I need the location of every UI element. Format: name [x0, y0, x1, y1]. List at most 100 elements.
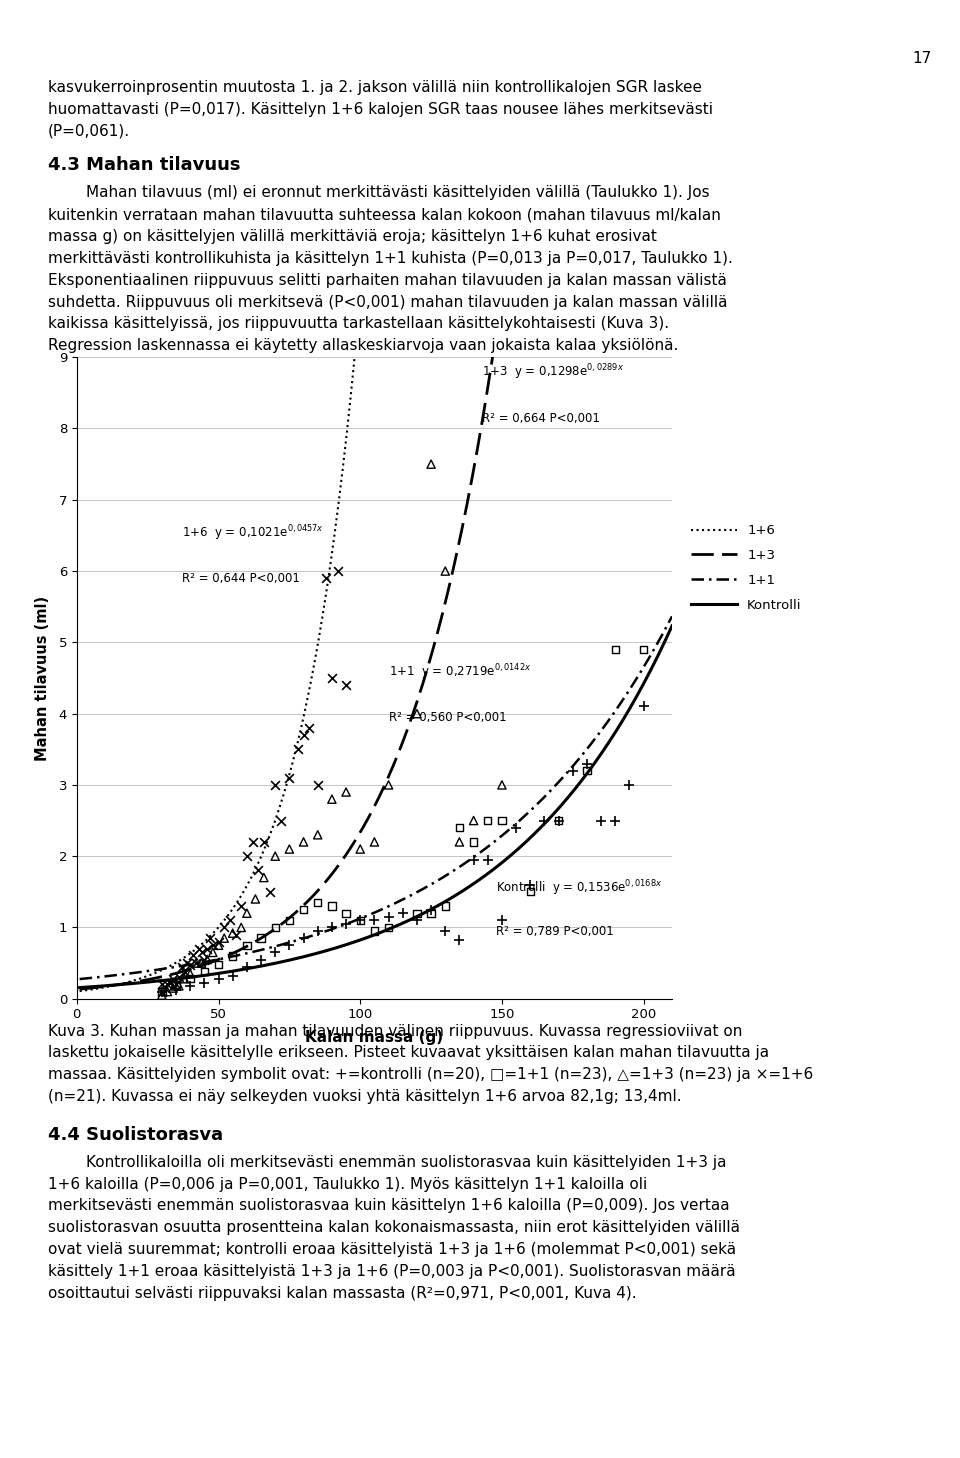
Text: massa g) on käsittelyjen välillä merkittäviä eroja; käsittelyn 1+6 kuhat erosiva: massa g) on käsittelyjen välillä merkitt…	[48, 229, 657, 243]
Point	[205, 940, 221, 964]
Point	[253, 926, 269, 949]
Point	[310, 773, 325, 796]
Text: 4.4 Suolistorasva: 4.4 Suolistorasva	[48, 1126, 223, 1143]
Point	[262, 881, 277, 904]
Point	[381, 905, 396, 929]
Text: merkitsevästi enemmän suolistorasvaa kuin käsittelyn 1+6 kaloilla (P=0,009). Jos: merkitsevästi enemmän suolistorasvaa kui…	[48, 1198, 730, 1213]
Point	[268, 916, 283, 939]
Point	[182, 962, 198, 986]
Point	[338, 913, 353, 936]
Text: kasvukerroinprosentin muutosta 1. ja 2. jakson välillä niin kontrollikalojen SGR: kasvukerroinprosentin muutosta 1. ja 2. …	[48, 80, 702, 95]
Point	[233, 916, 249, 939]
Point	[155, 980, 170, 1003]
Point	[211, 967, 227, 990]
Point	[367, 830, 382, 853]
X-axis label: Kalan massa (g): Kalan massa (g)	[305, 1029, 444, 1045]
Text: Regression laskennassa ei käytetty allaskeskiarvoja vaan jokaista kalaa yksiölön: Regression laskennassa ei käytetty allas…	[48, 338, 679, 353]
Text: 1+1  y = 0,2719e$^{0,0142x}$: 1+1 y = 0,2719e$^{0,0142x}$	[389, 662, 531, 681]
Text: laskettu jokaiselle käsittelylle erikseen. Pisteet kuvaavat yksittäisen kalan ma: laskettu jokaiselle käsittelylle eriksee…	[48, 1045, 769, 1060]
Point	[423, 452, 439, 475]
Point	[180, 952, 195, 975]
Point	[155, 972, 170, 996]
Point	[211, 933, 227, 956]
Point	[381, 773, 396, 796]
Point	[290, 738, 305, 761]
Point	[177, 959, 192, 983]
Point	[310, 920, 325, 943]
Point	[168, 978, 183, 1002]
Text: Kontrolli  y = 0,1536e$^{0,0168x}$: Kontrolli y = 0,1536e$^{0,0168x}$	[496, 878, 662, 898]
Point	[296, 926, 311, 949]
Point	[256, 866, 272, 889]
Point	[157, 977, 173, 1000]
Point	[409, 901, 424, 924]
Point	[565, 760, 581, 783]
Point	[165, 967, 180, 990]
Legend: 1+6, 1+3, 1+1, Kontrolli: 1+6, 1+3, 1+1, Kontrolli	[690, 525, 802, 612]
Point	[352, 908, 368, 932]
Point	[636, 695, 651, 719]
Point	[268, 844, 283, 868]
Point	[203, 926, 218, 949]
Point	[168, 972, 183, 996]
Point	[466, 830, 481, 853]
Point	[367, 908, 382, 932]
Point	[155, 984, 170, 1007]
Point	[381, 916, 396, 939]
Point	[423, 898, 439, 921]
Point	[168, 972, 183, 996]
Point	[171, 965, 186, 989]
Point	[194, 940, 209, 964]
Point	[338, 780, 353, 803]
Point	[636, 637, 651, 660]
Point	[338, 674, 353, 697]
Text: R² = 0,560 P<0,001: R² = 0,560 P<0,001	[389, 712, 506, 725]
Point	[352, 908, 368, 932]
Point	[296, 830, 311, 853]
Point	[593, 809, 609, 833]
Point	[188, 952, 204, 975]
Point	[211, 954, 227, 977]
Point	[608, 637, 623, 660]
Point	[338, 901, 353, 924]
Point	[324, 916, 340, 939]
Point	[159, 980, 175, 1003]
Point	[268, 773, 283, 796]
Point	[466, 809, 481, 833]
Point	[182, 967, 198, 990]
Text: Eksponentiaalinen riippuvuus selitti parhaiten mahan tilavuuden ja kalan massan : Eksponentiaalinen riippuvuus selitti par…	[48, 273, 727, 287]
Point	[225, 964, 240, 987]
Text: R² = 0,644 P<0,001: R² = 0,644 P<0,001	[181, 573, 300, 585]
Point	[537, 809, 552, 833]
Point	[330, 560, 346, 583]
Point	[579, 752, 594, 776]
Point	[217, 926, 232, 949]
Point	[310, 824, 325, 847]
Point	[185, 943, 201, 967]
Point	[301, 716, 317, 739]
Point	[494, 908, 510, 932]
Point	[211, 930, 227, 954]
Point	[466, 849, 481, 872]
Point	[452, 816, 468, 840]
Point	[188, 952, 204, 975]
Text: käsittely 1+1 eroaa käsittelyistä 1+3 ja 1+6 (P=0,003 ja P<0,001). Suolistorasva: käsittely 1+1 eroaa käsittelyistä 1+3 ja…	[48, 1264, 735, 1279]
Point	[324, 666, 340, 690]
Point	[281, 765, 297, 789]
Text: merkittävästi kontrollikuhista ja käsittelyn 1+1 kuhista (P=0,013 ja P=0,017, Ta: merkittävästi kontrollikuhista ja käsitt…	[48, 251, 732, 265]
Point	[197, 971, 212, 994]
Point	[409, 908, 424, 932]
Point	[197, 959, 212, 983]
Text: Mahan tilavuus (ml) ei eronnut merkittävästi käsittelyiden välillä (Taulukko 1).: Mahan tilavuus (ml) ei eronnut merkittäv…	[86, 185, 710, 200]
Point	[155, 980, 170, 1003]
Point	[281, 908, 297, 932]
Point	[225, 945, 240, 968]
Point	[608, 809, 623, 833]
Point	[233, 894, 249, 917]
Point	[182, 954, 198, 977]
Text: ovat vielä suuremmat; kontrolli eroaa käsittelyistä 1+3 ja 1+6 (molemmat P<0,001: ovat vielä suuremmat; kontrolli eroaa kä…	[48, 1242, 736, 1257]
Point	[194, 952, 209, 975]
Point	[200, 937, 215, 961]
Point	[268, 940, 283, 964]
Text: massaa. Käsittelyiden symbolit ovat: +=kontrolli (n=20), □=1+1 (n=23), △=1+3 (n=: massaa. Käsittelyiden symbolit ovat: +=k…	[48, 1067, 813, 1082]
